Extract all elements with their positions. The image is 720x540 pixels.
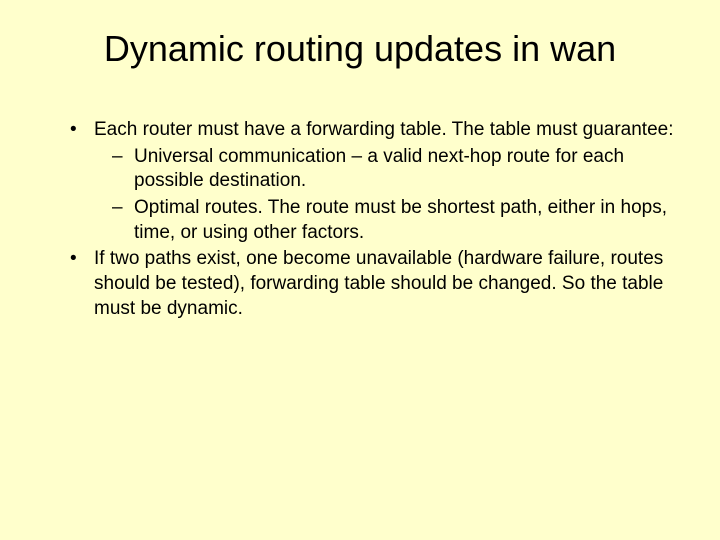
slide-content: Each router must have a forwarding table… [40, 118, 680, 322]
sub-bullet-item-1: Universal communication – a valid next-h… [112, 145, 680, 194]
bullet-item-2: If two paths exist, one become unavailab… [70, 247, 680, 321]
sub-bullet-text-1: Universal communication – a valid next-h… [134, 146, 624, 192]
bullet-list-level2: Universal communication – a valid next-h… [94, 145, 680, 246]
sub-bullet-item-2: Optimal routes. The route must be shorte… [112, 196, 680, 245]
bullet-list-level1: Each router must have a forwarding table… [40, 118, 680, 322]
bullet-item-1: Each router must have a forwarding table… [70, 118, 680, 245]
bullet-text-1: Each router must have a forwarding table… [94, 119, 673, 140]
sub-bullet-text-2: Optimal routes. The route must be shorte… [134, 197, 667, 243]
bullet-text-2: If two paths exist, one become unavailab… [94, 248, 663, 318]
slide-container: Dynamic routing updates in wan Each rout… [0, 0, 720, 540]
slide-title: Dynamic routing updates in wan [40, 28, 680, 70]
